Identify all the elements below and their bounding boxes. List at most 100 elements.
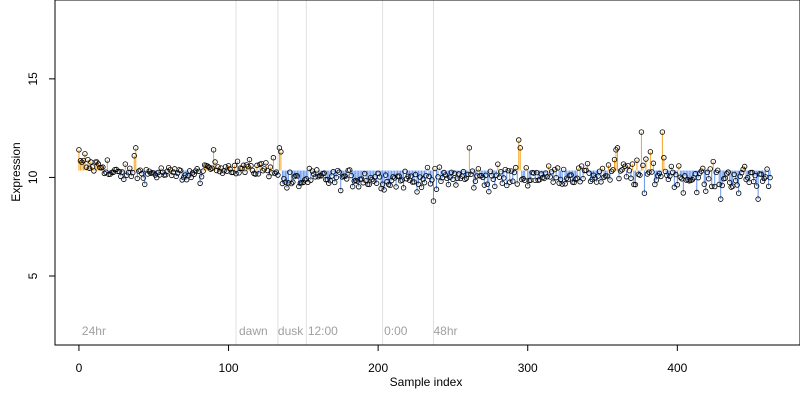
data-point-348 [596,168,603,175]
data-point-339 [583,167,589,173]
data-point-38 [133,145,139,151]
data-point-272 [483,172,489,178]
data-point-30 [121,176,127,183]
data-point-44 [142,181,148,188]
data-point-138 [282,179,289,185]
data-point-232 [423,172,429,179]
data-point-461 [765,183,772,189]
data-point-349 [598,179,604,185]
data-point-288 [507,179,513,185]
data-point-368 [626,168,633,174]
data-point-442 [737,173,743,180]
data-point-336 [578,163,585,169]
data-point-83 [200,168,206,174]
data-point-218 [402,168,408,175]
data-point-179 [344,176,350,182]
data-point-100 [225,163,232,169]
data-point-335 [577,179,583,185]
data-point-262 [468,171,474,178]
data-point-421 [706,176,712,182]
data-point-16 [100,164,106,170]
data-point-357 [610,167,616,173]
data-point-115 [248,163,254,169]
data-point-457 [759,178,766,184]
data-point-290 [510,178,516,184]
data-point-395 [667,173,673,179]
data-point-241 [436,164,443,170]
data-point-454 [755,196,761,202]
data-point-4 [82,151,88,157]
data-point-420 [704,169,710,176]
data-point-347 [595,173,601,179]
data-point-144 [291,173,298,180]
data-point-350 [599,165,606,172]
annotation-label-2: dusk [278,324,304,338]
y-axis: 5 10 15 [26,72,55,279]
data-point-424 [710,158,716,165]
data-point-313 [544,173,550,180]
data-point-249 [448,169,455,175]
data-point-231 [421,179,428,186]
data-point-37 [131,153,137,159]
data-point-447 [744,175,751,181]
data-point-39 [134,175,140,182]
data-point-113 [245,163,251,170]
data-point-413 [694,189,700,196]
data-point-31 [122,161,129,167]
data-point-274 [486,188,492,195]
data-point-217 [400,185,407,191]
data-point-142 [288,180,295,187]
data-point-118 [252,171,259,177]
data-point-390 [659,129,666,135]
data-point-27 [116,168,123,175]
data-point-247 [445,181,452,188]
data-point-109 [239,165,245,172]
data-point-320 [554,165,561,171]
data-point-422 [707,166,713,172]
data-point-445 [741,163,748,170]
data-point-379 [643,156,649,162]
data-point-59 [164,168,170,174]
data-point-260 [465,171,471,178]
data-point-354 [605,162,612,168]
data-point-13 [95,161,102,167]
data-point-91 [212,159,218,165]
data-point-133 [275,172,281,178]
data-point-314 [545,163,552,169]
data-point-271 [481,182,488,188]
data-point-71 [182,172,188,178]
data-point-443 [738,170,745,176]
data-point-141 [287,169,293,175]
data-point-423 [709,183,715,190]
data-point-164 [321,170,327,176]
data-point-126 [264,167,271,174]
data-point-192 [363,177,369,184]
data-point-430 [719,182,725,189]
data-point-378 [641,190,648,196]
data-point-261 [466,145,473,151]
data-point-205 [382,172,389,178]
data-point-300 [525,183,531,189]
data-point-329 [568,172,574,178]
data-point-82 [198,174,205,180]
data-point-362 [617,168,624,174]
data-point-236 [429,177,435,183]
data-point-187 [355,184,362,190]
data-point-360 [614,145,621,151]
data-point-105 [233,170,239,177]
data-point-287 [505,167,511,174]
data-point-427 [715,167,721,174]
data-point-273 [484,181,491,187]
data-point-372 [632,181,639,188]
data-point-291 [511,169,517,176]
data-point-203 [379,181,386,187]
data-point-155 [308,177,314,183]
data-point-75 [188,174,194,181]
data-point-375 [637,172,643,178]
data-point-452 [752,172,758,179]
data-point-425 [712,183,718,190]
data-point-146 [294,173,301,179]
annotation-label-3: 12:00 [308,324,338,338]
data-point-181 [347,167,353,173]
